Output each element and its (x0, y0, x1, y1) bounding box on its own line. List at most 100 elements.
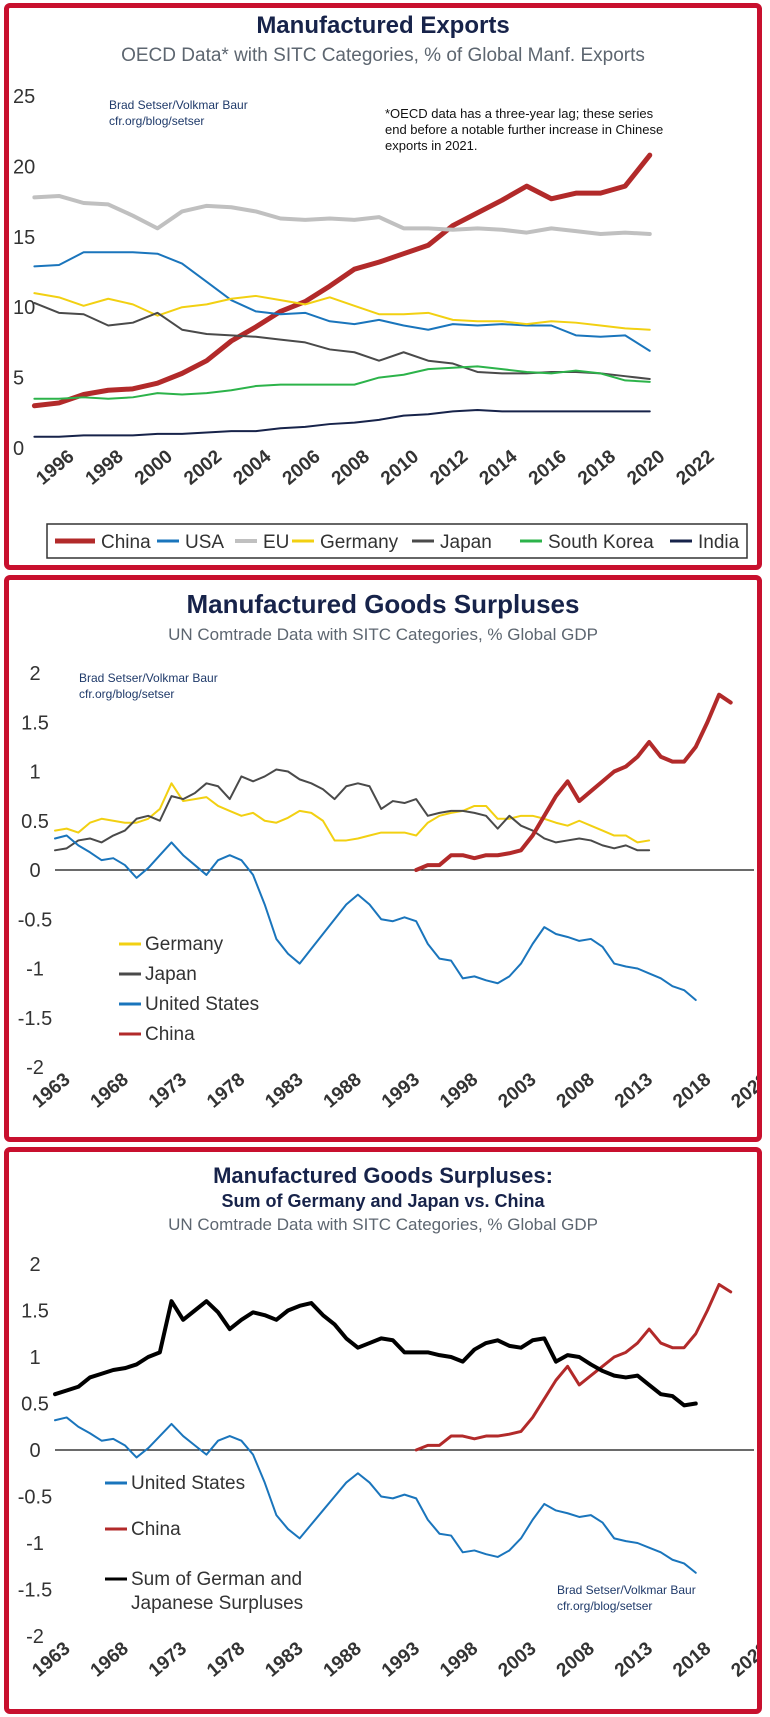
x-tick-label: 1978 (203, 1638, 249, 1681)
chart-panel-sum-vs-china: Manufactured Goods Surpluses: Sum of Germ… (4, 1147, 762, 1714)
series-line-japan (54, 768, 651, 852)
y-tick-label: 2 (29, 663, 40, 685)
legend-label-china: China (131, 1519, 181, 1540)
y-tick-label: 25 (13, 86, 35, 108)
y-tick-label: 0 (29, 860, 40, 882)
x-tick-label: 2008 (553, 1069, 599, 1112)
x-tick-label: 1968 (87, 1069, 133, 1112)
credit-line: Brad Setser/Volkmar Baur (109, 98, 248, 112)
x-tick-label: 1998 (436, 1638, 482, 1681)
legend-label-united-states: United States (131, 1473, 245, 1494)
x-tick-label: 1968 (87, 1638, 133, 1681)
x-tick-label: 2020 (623, 446, 669, 489)
x-tick-label: 2008 (328, 446, 374, 489)
x-tick-label: 2003 (495, 1069, 541, 1112)
series-line-sum-of-german-and-japanese-surpluses (53, 1299, 698, 1408)
sum-vs-china-chart: Manufactured Goods Surpluses: Sum of Germ… (18, 1163, 757, 1681)
series-line-japan (33, 301, 651, 381)
series-line-china (414, 1282, 733, 1452)
series-line-usa (33, 251, 651, 352)
chart-title: Manufactured Exports (256, 12, 509, 39)
y-tick-label: -1 (26, 959, 44, 981)
y-tick-label: -0.5 (18, 909, 52, 931)
y-tick-label: 1 (29, 762, 40, 784)
x-tick-label: 1993 (378, 1069, 424, 1112)
legend-label-united-states: United States (145, 994, 259, 1015)
x-tick-label: 1973 (145, 1638, 191, 1681)
x-tick-label: 2013 (611, 1638, 657, 1681)
x-tick-label: 1988 (320, 1069, 366, 1112)
y-tick-label: 0 (29, 1440, 40, 1462)
credit-line: cfr.org/blog/setser (109, 114, 204, 128)
x-tick-label: 2018 (669, 1638, 715, 1681)
series-line-germany (33, 292, 651, 331)
series-line-china (31, 152, 653, 409)
y-tick-label: -2 (26, 1626, 44, 1648)
series-line-germany (54, 782, 651, 844)
legend-label-sum-of-german-and-japanese-surpluses: Japanese Surpluses (131, 1593, 303, 1614)
chart-title: Manufactured Goods Surpluses: (213, 1163, 553, 1188)
chart-subtitle: UN Comtrade Data with SITC Categories, %… (168, 625, 598, 644)
x-tick-label: 2000 (131, 446, 177, 489)
series-line-united-states (54, 1416, 697, 1574)
x-tick-label: 2018 (574, 446, 620, 489)
y-tick-label: -1.5 (18, 1580, 52, 1602)
chart-subtitle: UN Comtrade Data with SITC Categories, %… (168, 1215, 598, 1234)
x-tick-label: 1983 (262, 1638, 308, 1681)
y-tick-label: 15 (13, 227, 35, 249)
x-tick-label: 2022 (673, 446, 719, 489)
chart-panel-surpluses: Manufactured Goods Surpluses UN Comtrade … (4, 575, 762, 1142)
y-tick-label: 0 (13, 438, 24, 460)
series-line-india (33, 408, 651, 438)
chart-panel-exports: Manufactured Exports OECD Data* with SITC… (4, 3, 762, 570)
y-tick-label: 5 (13, 368, 24, 390)
x-tick-label: 1993 (378, 1638, 424, 1681)
series-line-china (414, 692, 733, 872)
x-tick-label: 2010 (377, 446, 423, 489)
exports-chart: Manufactured Exports OECD Data* with SITC… (13, 12, 748, 559)
surpluses-chart: Manufactured Goods Surpluses UN Comtrade … (18, 589, 757, 1112)
x-tick-label: 2008 (553, 1638, 599, 1681)
legend-label-sum-of-german-and-japanese-surpluses: Sum of German and (131, 1569, 302, 1590)
y-tick-label: 10 (13, 297, 35, 319)
legend-label-india: India (698, 532, 740, 553)
x-tick-label: 2023 (728, 1638, 757, 1681)
y-tick-label: 1.5 (21, 712, 49, 734)
y-tick-label: -1.5 (18, 1008, 52, 1030)
x-tick-label: 1973 (145, 1069, 191, 1112)
x-tick-label: 1983 (262, 1069, 308, 1112)
legend-label-eu: EU (263, 532, 289, 553)
x-tick-label: 1996 (33, 446, 79, 489)
y-tick-label: 20 (13, 156, 35, 178)
footnote-line: *OECD data has a three-year lag; these s… (385, 106, 654, 121)
y-tick-label: -2 (26, 1057, 44, 1079)
x-tick-label: 2003 (495, 1638, 541, 1681)
legend-label-japan: Japan (145, 964, 197, 985)
series-line-united-states (54, 834, 697, 1002)
x-tick-label: 2023 (728, 1069, 757, 1112)
legend-label-china: China (145, 1024, 195, 1045)
y-tick-label: 0.5 (21, 1394, 49, 1416)
credit-line: cfr.org/blog/setser (79, 687, 174, 701)
y-tick-label: 1.5 (21, 1301, 49, 1323)
x-tick-label: 1978 (203, 1069, 249, 1112)
legend-label-south-korea: South Korea (548, 532, 654, 553)
x-tick-label: 2014 (476, 446, 522, 490)
x-tick-label: 2004 (229, 446, 275, 490)
chart-title-line-2: Sum of Germany and Japan vs. China (221, 1191, 545, 1211)
y-tick-label: 0.5 (21, 811, 49, 833)
x-tick-label: 2013 (611, 1069, 657, 1112)
y-tick-label: -1 (26, 1533, 44, 1555)
credit-line: cfr.org/blog/setser (557, 1599, 652, 1613)
y-tick-label: 1 (29, 1347, 40, 1369)
x-tick-label: 2016 (525, 446, 571, 489)
x-tick-label: 2002 (180, 446, 226, 489)
x-tick-label: 2018 (669, 1069, 715, 1112)
y-tick-label: 2 (29, 1254, 40, 1276)
footnote-line: exports in 2021. (385, 138, 478, 153)
x-tick-label: 1988 (320, 1638, 366, 1681)
chart-subtitle: OECD Data* with SITC Categories, % of Gl… (121, 45, 645, 66)
x-tick-label: 2006 (279, 446, 325, 489)
y-tick-label: -0.5 (18, 1487, 52, 1509)
legend-label-germany: Germany (145, 934, 224, 955)
